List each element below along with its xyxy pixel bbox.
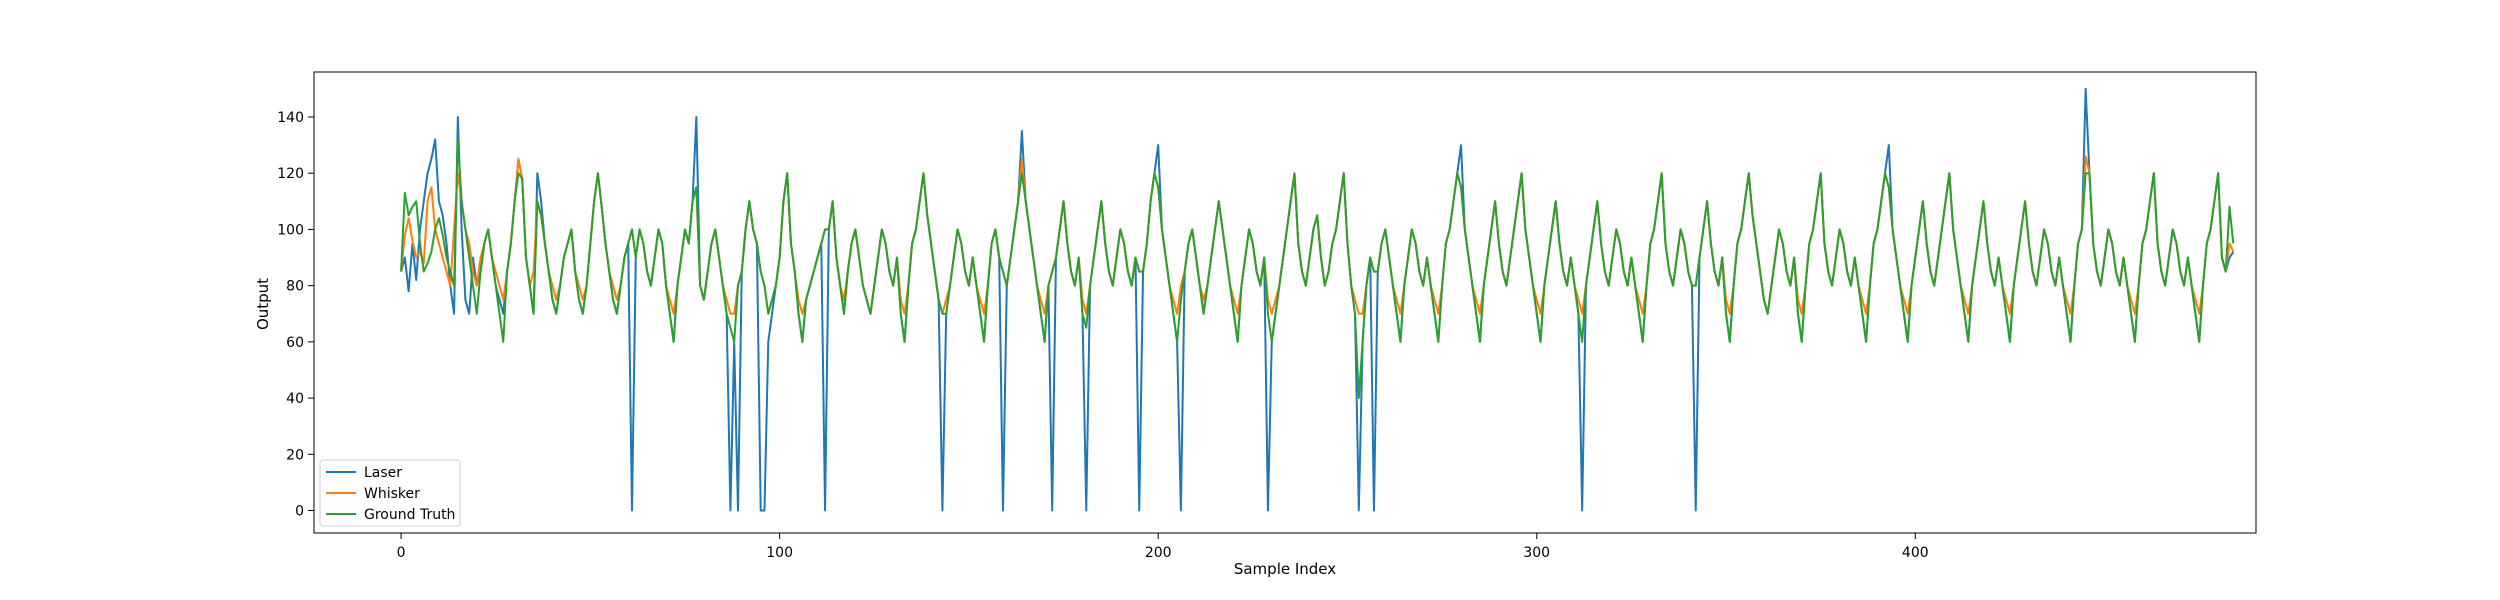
legend-label-ground-truth: Ground Truth <box>364 507 455 523</box>
y-tick-label: 0 <box>295 504 304 520</box>
y-tick-label: 60 <box>286 335 304 351</box>
x-tick-label: 400 <box>1902 545 1929 561</box>
series-layer <box>400 87 2235 512</box>
x-tick-label: 100 <box>766 545 793 561</box>
y-axis: 0 20 40 60 80 100 120 140 <box>277 110 314 520</box>
y-tick-label: 140 <box>277 110 304 126</box>
y-tick-label: 120 <box>277 166 304 182</box>
y-tick-label: 100 <box>277 222 304 238</box>
x-tick-label: 0 <box>397 545 406 561</box>
y-tick-label: 20 <box>286 447 304 463</box>
legend-label-whisker: Whisker <box>364 486 420 502</box>
x-axis-label: Sample Index <box>1234 560 1336 578</box>
y-tick-label: 80 <box>286 279 304 295</box>
legend-box <box>319 459 461 527</box>
legend-label-laser: Laser <box>364 465 402 481</box>
y-tick-label: 40 <box>286 391 304 407</box>
x-tick-label: 200 <box>1145 545 1172 561</box>
series-line-ground-truth <box>400 138 2235 400</box>
y-axis-label: Output <box>254 278 272 330</box>
legend: Laser Whisker Ground Truth <box>319 459 461 527</box>
x-axis: 0 100 200 300 400 <box>397 533 1929 561</box>
plot-frame <box>313 71 2257 534</box>
x-tick-label: 300 <box>1523 545 1550 561</box>
